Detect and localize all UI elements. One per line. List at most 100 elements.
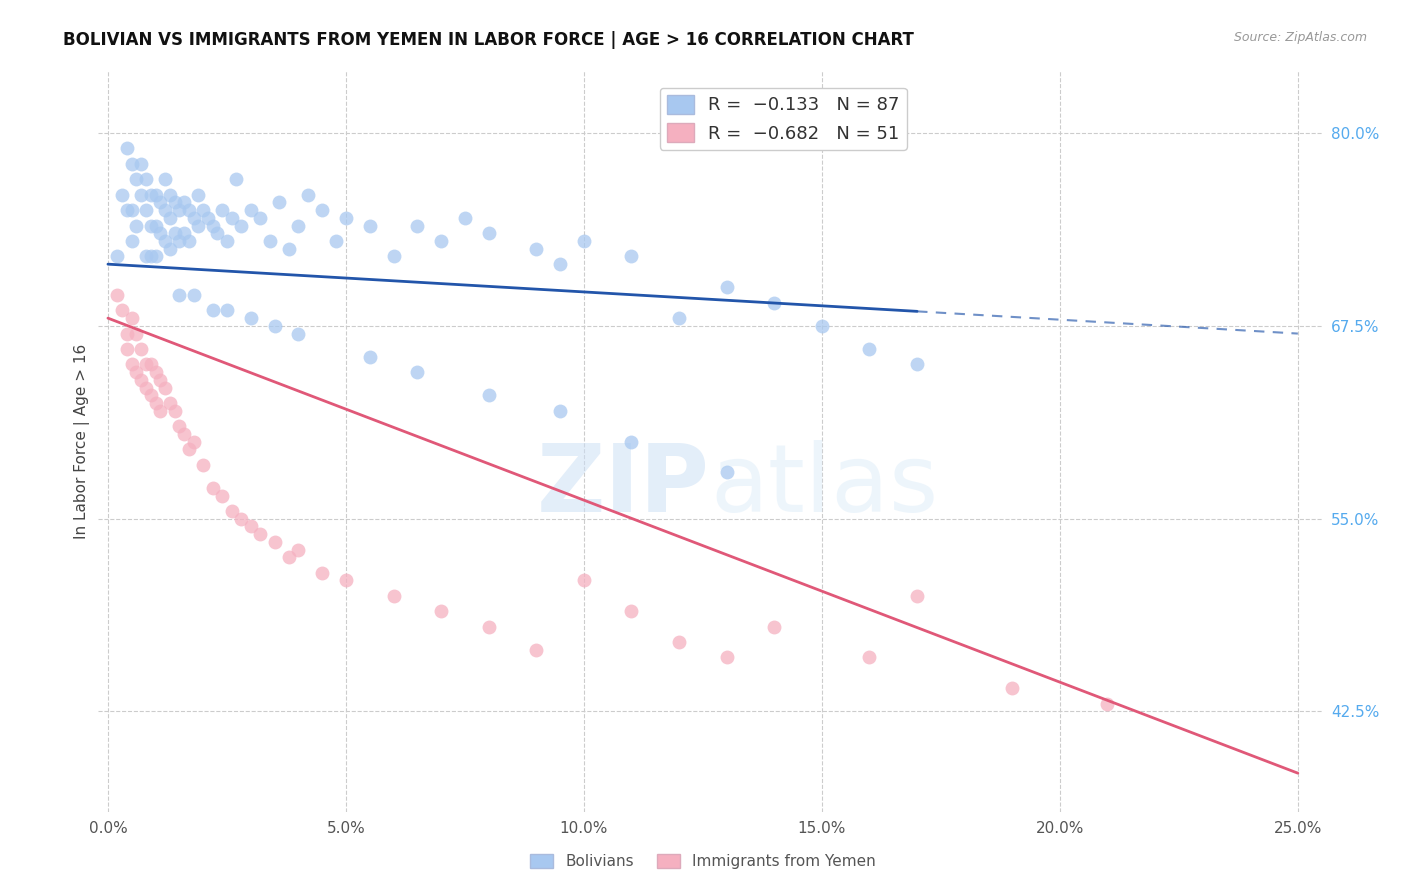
Text: ZIP: ZIP: [537, 440, 710, 532]
Point: [129, 187, 152, 202]
Point: [125, 219, 148, 233]
Text: atlas: atlas: [710, 440, 938, 532]
Point: [382, 250, 405, 264]
Point: [905, 589, 928, 603]
Point: [225, 172, 247, 186]
Point: [153, 234, 176, 248]
Point: [139, 358, 162, 372]
Point: [548, 257, 571, 271]
Point: [905, 358, 928, 372]
Point: [297, 187, 319, 202]
Point: [129, 157, 152, 171]
Point: [325, 234, 347, 248]
Point: [149, 195, 172, 210]
Point: [263, 318, 285, 333]
Point: [249, 527, 271, 541]
Point: [115, 141, 138, 155]
Point: [107, 250, 129, 264]
Point: [121, 311, 143, 326]
Point: [169, 234, 191, 248]
Point: [139, 219, 162, 233]
Point: [763, 295, 786, 310]
Point: [231, 511, 253, 525]
Point: [524, 242, 547, 256]
Point: [135, 358, 157, 372]
Text: Source: ZipAtlas.com: Source: ZipAtlas.com: [1233, 31, 1367, 45]
Point: [187, 219, 209, 233]
Point: [249, 211, 271, 225]
Point: [430, 234, 453, 248]
Point: [359, 219, 381, 233]
Point: [163, 227, 186, 241]
Point: [159, 242, 181, 256]
Y-axis label: In Labor Force | Age > 16: In Labor Force | Age > 16: [75, 344, 90, 539]
Point: [524, 642, 547, 657]
Point: [191, 203, 214, 218]
Point: [207, 227, 229, 241]
Point: [311, 203, 333, 218]
Point: [259, 234, 281, 248]
Point: [335, 211, 357, 225]
Point: [135, 380, 157, 394]
Point: [145, 396, 167, 410]
Point: [187, 187, 209, 202]
Point: [153, 380, 176, 394]
Point: [620, 434, 643, 449]
Point: [173, 195, 195, 210]
Point: [478, 388, 501, 402]
Point: [163, 403, 186, 417]
Point: [145, 365, 167, 379]
Point: [177, 234, 200, 248]
Point: [548, 403, 571, 417]
Point: [111, 303, 134, 318]
Point: [121, 358, 143, 372]
Point: [197, 211, 219, 225]
Point: [716, 466, 738, 480]
Point: [183, 434, 205, 449]
Point: [201, 481, 224, 495]
Point: [287, 326, 309, 341]
Point: [125, 326, 148, 341]
Point: [454, 211, 477, 225]
Point: [620, 604, 643, 618]
Point: [858, 342, 880, 356]
Point: [211, 203, 233, 218]
Point: [572, 234, 595, 248]
Point: [149, 373, 172, 387]
Point: [201, 219, 224, 233]
Point: [231, 219, 253, 233]
Point: [263, 534, 285, 549]
Point: [239, 519, 262, 533]
Point: [1001, 681, 1024, 696]
Point: [135, 172, 157, 186]
Point: [135, 250, 157, 264]
Legend: Bolivians, Immigrants from Yemen: Bolivians, Immigrants from Yemen: [524, 848, 882, 875]
Point: [129, 373, 152, 387]
Point: [159, 396, 181, 410]
Point: [121, 157, 143, 171]
Point: [191, 458, 214, 472]
Point: [277, 550, 299, 565]
Point: [239, 203, 262, 218]
Point: [359, 350, 381, 364]
Point: [811, 318, 834, 333]
Point: [183, 211, 205, 225]
Point: [169, 288, 191, 302]
Point: [382, 589, 405, 603]
Point: [430, 604, 453, 618]
Point: [145, 219, 167, 233]
Point: [183, 288, 205, 302]
Point: [129, 342, 152, 356]
Point: [159, 187, 181, 202]
Point: [173, 426, 195, 441]
Point: [716, 650, 738, 665]
Point: [1097, 697, 1119, 711]
Point: [125, 172, 148, 186]
Point: [145, 187, 167, 202]
Point: [201, 303, 224, 318]
Point: [287, 219, 309, 233]
Point: [145, 250, 167, 264]
Point: [153, 203, 176, 218]
Point: [620, 250, 643, 264]
Point: [668, 311, 690, 326]
